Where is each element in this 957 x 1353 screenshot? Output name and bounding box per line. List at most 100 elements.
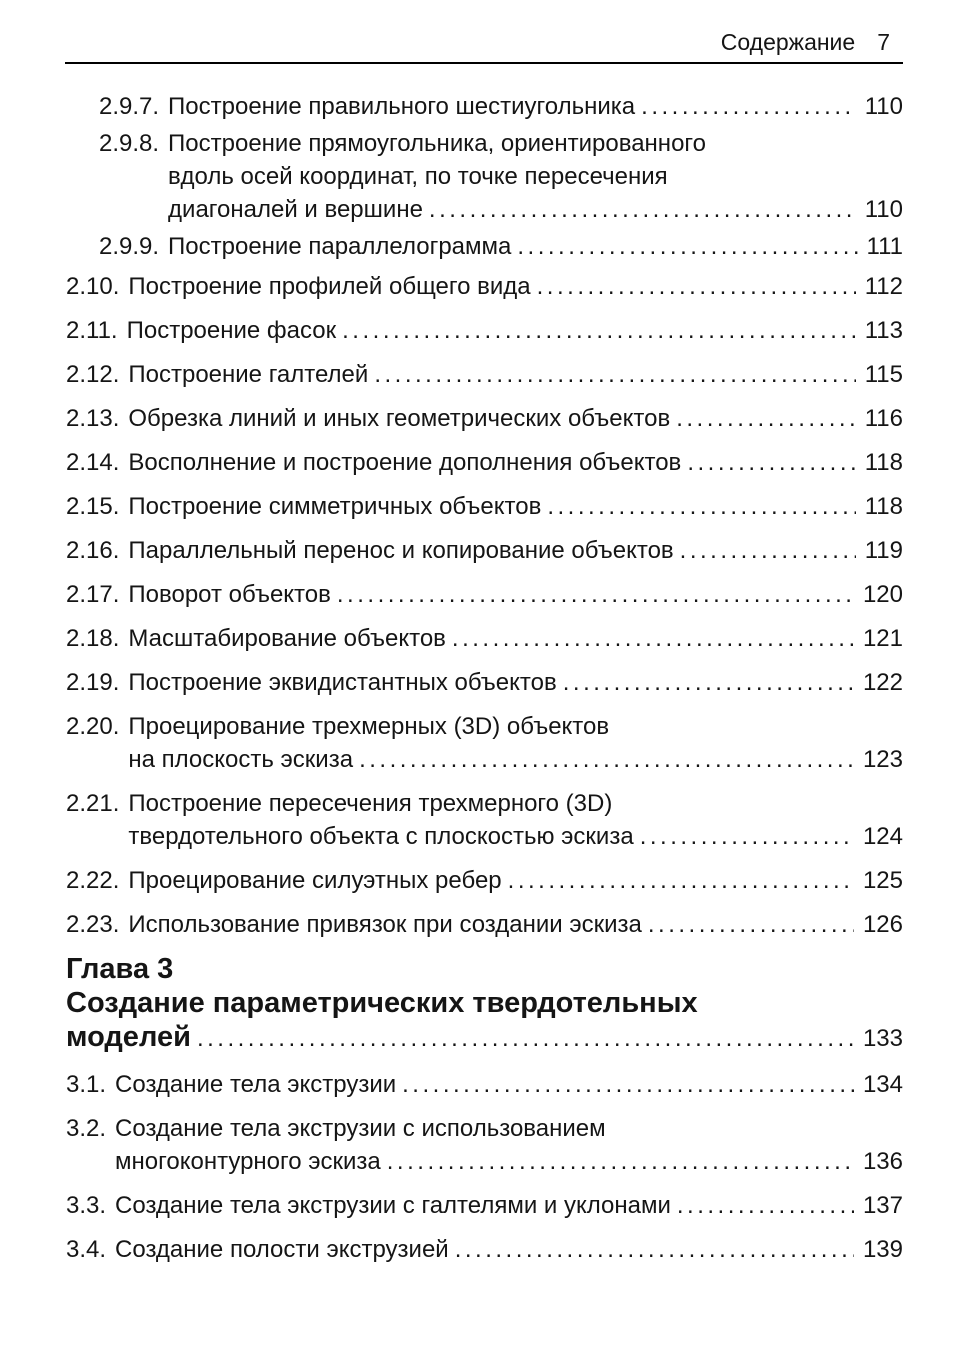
toc-entry-line: Построение параллелограмма 111 — [168, 230, 903, 263]
toc-entry-body: Построение галтелей 115 — [128, 358, 903, 391]
toc-entry: 2.9.9. Построение параллелограмма 111 — [66, 230, 903, 263]
toc-entry-text: моделей — [66, 1021, 191, 1053]
dot-leader — [687, 446, 855, 479]
toc-entry-page-number: 112 — [864, 273, 903, 300]
toc-entry-line: Создание тела экструзии с галтелями и ук… — [115, 1189, 903, 1222]
toc-entry-page-number: 115 — [864, 361, 903, 388]
toc-entry-page-number: 136 — [862, 1148, 903, 1175]
toc-entry-number: 2.21. — [66, 790, 120, 817]
toc-entry-line: Проецирование силуэтных ребер 125 — [128, 864, 903, 897]
toc-entry-page-number: 125 — [862, 867, 903, 894]
toc-entry-body: Создание полости экструзией 139 — [115, 1233, 903, 1266]
toc-entry-text: Создание полости экструзией — [115, 1236, 449, 1263]
toc-entry-line: Глава 3 — [66, 952, 903, 986]
toc-entry-line: Построение профилей общего вида 112 — [128, 270, 903, 303]
toc-entry-text: Создание тела экструзии с галтелями и ук… — [115, 1192, 671, 1219]
toc-entry-line: Обрезка линий и иных геометрических объе… — [128, 402, 903, 435]
toc-entry-number: 2.17. — [66, 581, 120, 608]
toc-entry-number: 2.15. — [66, 493, 120, 520]
toc-entry-page-number: 118 — [864, 493, 903, 520]
toc-entry-text: Построение прямоугольника, ориентированн… — [168, 130, 706, 157]
toc-entry-page-number: 122 — [862, 669, 903, 696]
toc-entry-body: Создание тела экструзии 134 — [115, 1068, 903, 1101]
toc-entry-number: 2.23. — [66, 911, 120, 938]
dot-leader — [677, 1189, 854, 1222]
toc-chapter-heading: Глава 3 Создание параметрических твердоте… — [66, 952, 903, 1056]
toc-entry-text: на плоскость эскиза — [128, 746, 354, 773]
toc-entry-text: Восполнение и построение дополнения объе… — [128, 449, 682, 476]
dot-leader — [648, 908, 854, 941]
toc-entry-body: Проецирование трехмерных (3D) объектов на… — [128, 710, 903, 776]
toc-entry-text: Глава 3 — [66, 953, 174, 985]
toc-entry-page-number: 133 — [862, 1025, 903, 1052]
dot-leader — [452, 622, 854, 655]
toc-entry-body: Построение пересечения трехмерного (3D) т… — [128, 787, 903, 853]
toc-entry-page-number: 137 — [862, 1192, 903, 1219]
toc-entry-page-number: 119 — [864, 537, 903, 564]
toc-entry-number: 2.10. — [66, 273, 120, 300]
toc-entry-text: Проецирование силуэтных ребер — [128, 867, 502, 894]
toc-entry-line: Создание полости экструзией 139 — [115, 1233, 903, 1266]
toc-entry-line: Построение пересечения трехмерного (3D) — [128, 787, 903, 820]
toc-entry-text: Построение фасок — [126, 317, 337, 344]
dot-leader — [429, 193, 856, 226]
toc-entry-number: 2.14. — [66, 449, 120, 476]
toc-entry-body: Построение правильного шестиугольника 110 — [168, 90, 903, 123]
toc-entry-body: Построение эквидистантных объектов 122 — [128, 666, 903, 699]
dot-leader — [359, 743, 854, 776]
dot-leader — [680, 534, 856, 567]
toc-entry: 2.17. Поворот объектов 120 — [66, 578, 903, 611]
toc-entry-number: 2.22. — [66, 867, 120, 894]
toc-entry-line: многоконтурного эскиза 136 — [115, 1145, 903, 1178]
toc-entry-body: Построение профилей общего вида 112 — [128, 270, 903, 303]
toc-entry-body: Построение параллелограмма 111 — [168, 230, 903, 263]
toc-entry: 2.12. Построение галтелей 115 — [66, 358, 903, 391]
dot-leader — [547, 490, 855, 523]
toc-entry-body: Создание тела экструзии с галтелями и ук… — [115, 1189, 903, 1222]
toc-list: 2.9.7. Построение правильного шестиугольн… — [66, 90, 903, 1277]
toc-entry-body: Поворот объектов 120 — [128, 578, 903, 611]
toc-entry: 2.23. Использование привязок при создании… — [66, 908, 903, 941]
dot-leader — [337, 578, 854, 611]
toc-entry-text: Создание тела экструзии — [115, 1071, 397, 1098]
toc-entry: 2.21. Построение пересечения трехмерного … — [66, 787, 903, 853]
toc-entry-body: Использование привязок при создании эски… — [128, 908, 903, 941]
toc-entry-line: Масштабирование объектов 121 — [128, 622, 903, 655]
toc-entry-body: Построение симметричных объектов 118 — [128, 490, 903, 523]
toc-entry-text: Проецирование трехмерных (3D) объектов — [128, 713, 610, 740]
running-head-page-number: 7 — [877, 29, 890, 55]
toc-entry-text: Создание тела экструзии с использованием — [115, 1115, 606, 1142]
toc-entry: 3.3. Создание тела экструзии с галтелями … — [66, 1189, 903, 1222]
dot-leader — [374, 358, 855, 391]
toc-entry-body: Обрезка линий и иных геометрических объе… — [128, 402, 903, 435]
toc-entry-text: Создание параметрических твердотельных — [66, 987, 698, 1019]
toc-entry: 3.2. Создание тела экструзии с использова… — [66, 1112, 903, 1178]
toc-entry-body: Параллельный перенос и копирование объек… — [128, 534, 903, 567]
toc-entry-line: Построение галтелей 115 — [128, 358, 903, 391]
toc-entry-number: 2.16. — [66, 537, 120, 564]
toc-entry-number: 3.3. — [66, 1192, 107, 1219]
toc-entry: 3.1. Создание тела экструзии 134 — [66, 1068, 903, 1101]
dot-leader — [197, 1020, 854, 1056]
toc-entry: 2.14. Восполнение и построение дополнения… — [66, 446, 903, 479]
toc-entry-line: Создание параметрических твердотельных — [66, 986, 903, 1020]
toc-entry-page-number: 126 — [862, 911, 903, 938]
dot-leader — [640, 820, 854, 853]
toc-entry: 2.16. Параллельный перенос и копирование … — [66, 534, 903, 567]
toc-entry-body: Создание тела экструзии с использованием… — [115, 1112, 903, 1178]
dot-leader — [676, 402, 856, 435]
toc-entry: 2.15. Построение симметричных объектов 118 — [66, 490, 903, 523]
toc-entry-number: 2.9.7. — [99, 93, 160, 120]
toc-entry: 2.22. Проецирование силуэтных ребер 125 — [66, 864, 903, 897]
toc-entry: 2.18. Масштабирование объектов 121 — [66, 622, 903, 655]
toc-entry-number: 2.9.8. — [99, 130, 160, 157]
toc-entry-text: Построение профилей общего вида — [128, 273, 531, 300]
toc-entry: 2.19. Построение эквидистантных объектов 1… — [66, 666, 903, 699]
toc-entry-text: твердотельного объекта с плоскостью эски… — [128, 823, 634, 850]
toc-entry: 2.9.8. Построение прямоугольника, ориенти… — [66, 127, 903, 226]
toc-entry: 2.11. Построение фасок 113 — [66, 314, 903, 347]
toc-entry-line: Создание тела экструзии с использованием — [115, 1112, 903, 1145]
toc-entry-body: Построение прямоугольника, ориентированн… — [168, 127, 903, 226]
toc-entry-line: Проецирование трехмерных (3D) объектов — [128, 710, 903, 743]
